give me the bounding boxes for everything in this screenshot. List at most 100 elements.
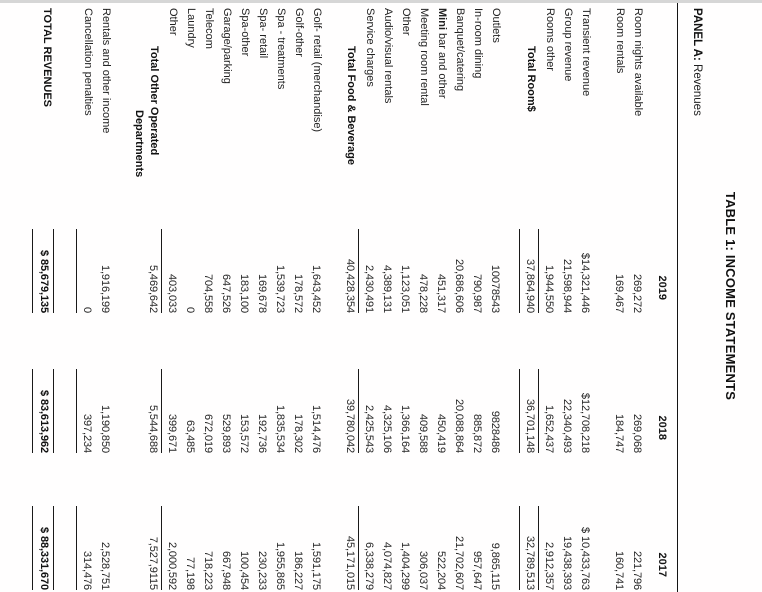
- row-label-line2: Departments: [133, 110, 145, 178]
- value-text: $14,321,446: [579, 252, 591, 313]
- value-cell-2017: 100,454: [234, 453, 252, 590]
- value-cell-2019: 5,469,642: [143, 185, 161, 313]
- value-text: 0: [76, 229, 95, 313]
- value-cell-2019: 790,987: [467, 185, 485, 313]
- table-row: Group revenue 21,598,944 22,340,493 19,438,…: [557, 0, 575, 592]
- value-text: 169,467: [613, 273, 625, 313]
- value-cell-2018: 397,234: [76, 313, 95, 453]
- row-label: Meeting room rental: [418, 8, 430, 106]
- table-row: Room rentals 169,467 184,747 160,741: [609, 0, 627, 592]
- value-text: 4,389,131: [381, 264, 393, 313]
- value-text: 306,037: [417, 550, 429, 590]
- value-cell-2018: $ 83,613,962: [32, 313, 54, 453]
- value-text: 522,204: [435, 550, 447, 590]
- value-cell-2017: 1,404,299: [395, 453, 413, 590]
- row-label: Banquet/catering: [454, 8, 466, 92]
- value-text: 397,234: [76, 369, 95, 453]
- scan-edge-artifact: [0, 0, 762, 3]
- value-cell-2018: 153,572: [234, 313, 252, 453]
- row-label: Room rentals: [614, 8, 626, 74]
- value-text: 704,558: [202, 273, 214, 313]
- table-row: Cancellation penalties 0 397,234 314,476: [76, 0, 95, 592]
- value-text: 4,325,106: [381, 404, 393, 453]
- row-label: Rooms other: [544, 8, 556, 71]
- table-row: In-room dining 790,987 885,872 957,647: [467, 0, 485, 592]
- value-cell-2018: 1,514,476: [306, 313, 324, 453]
- value-cell-2019: 704,558: [198, 185, 216, 313]
- row-label: Audio/visual rentals: [382, 8, 394, 104]
- value-text: 1,916,199: [99, 264, 111, 313]
- header-rule: [677, 0, 678, 592]
- value-text: 184,747: [613, 413, 625, 453]
- value-cell-2019: 21,598,944: [557, 185, 575, 313]
- value-cell-2019: 20,686,606: [449, 185, 467, 313]
- value-text: $12,708,218: [579, 392, 591, 453]
- row-label: Telecom: [203, 8, 215, 49]
- value-cell-2019: 451,317: [431, 185, 449, 313]
- value-cell-2018: 63,485: [180, 313, 198, 453]
- table-row: Golf-other 178,572 178,302 186,227: [288, 0, 306, 592]
- value-text: 1,835,534: [274, 404, 286, 453]
- value-text: 451,317: [435, 273, 447, 313]
- value-cell-2019: 169,678: [252, 185, 270, 313]
- value-text: 9828486: [489, 410, 501, 453]
- value-text: 169,678: [256, 273, 268, 313]
- value-text: 63,485: [184, 419, 196, 453]
- value-cell-2017: 1,955,865: [270, 453, 288, 590]
- value-cell-2018: 1,190,850: [95, 313, 113, 453]
- value-cell-2019: 269,272: [627, 185, 645, 313]
- value-text: 478,228: [417, 273, 429, 313]
- value-text: 7,527,9115: [147, 536, 159, 590]
- year-header-2017: 2017: [656, 552, 668, 577]
- value-cell-2017: 186,227: [288, 453, 306, 590]
- value-cell-2019: $14,321,446: [575, 185, 593, 313]
- value-text: 957,647: [471, 550, 483, 590]
- value-cell-2017: 77,198: [180, 453, 198, 590]
- value-cell-2018: 9828486: [485, 313, 503, 453]
- row-label: Other: [167, 8, 179, 36]
- value-cell-2019: 37,864,940: [519, 185, 538, 313]
- value-text: 100,454: [238, 550, 250, 590]
- value-cell-2017: 45,171,015: [340, 453, 358, 590]
- table-row: Other 1,123,051 1,366,164 1,404,299: [395, 0, 413, 592]
- value-text: $ 83,613,962: [32, 369, 54, 453]
- value-text: 10078543: [489, 264, 501, 313]
- value-text: 19,438,393: [561, 535, 573, 590]
- value-cell-2019: 0: [180, 185, 198, 313]
- value-cell-2019: 178,572: [288, 185, 306, 313]
- value-text: 0: [184, 306, 196, 313]
- value-text: 885,872: [471, 413, 483, 453]
- value-cell-2019: 1,539,723: [270, 185, 288, 313]
- value-text: 20,088,864: [453, 398, 465, 453]
- value-text: 1,955,865: [274, 541, 286, 590]
- value-text: 39,780,042: [344, 398, 356, 453]
- value-text: 5,544,688: [147, 404, 159, 453]
- value-text: 1,366,164: [399, 404, 411, 453]
- value-cell-2018: 269,068: [627, 313, 645, 453]
- panel-name: Revenues: [691, 64, 703, 116]
- value-text: 5,469,642: [147, 264, 159, 313]
- value-cell-2018: $12,708,218: [575, 313, 593, 453]
- row-label: Laundry: [185, 8, 197, 48]
- value-cell-2019: 4,389,131: [377, 185, 395, 313]
- value-cell-2017: 230,233: [252, 453, 270, 590]
- row-label: Group revenue: [562, 8, 574, 82]
- value-cell-2018: 22,340,493: [557, 313, 575, 453]
- value-cell-2017: 160,741: [609, 453, 627, 590]
- value-cell-2018: 36,701,148: [519, 313, 538, 453]
- value-cell-2017: 718,223: [198, 453, 216, 590]
- year-header-2019: 2019: [656, 275, 668, 300]
- value-text: 2,912,357: [538, 506, 557, 590]
- value-cell-2017: 306,037: [413, 453, 431, 590]
- table-row: Transient revenue $14,321,446 $12,708,218 $…: [575, 0, 593, 592]
- row-label: Service charges: [364, 8, 376, 87]
- value-cell-2018: 2,425,543: [358, 313, 377, 453]
- value-cell-2018: 184,747: [609, 313, 627, 453]
- value-cell-2019: 0: [76, 185, 95, 313]
- value-cell-2017: 19,438,393: [557, 453, 575, 590]
- table-row: Rentals and other income 1,916,199 1,190,8…: [95, 0, 113, 592]
- value-text: 20,686,606: [453, 258, 465, 313]
- value-text: 450,419: [435, 413, 447, 453]
- table-row: Golf- retail (merchandise) 1,643,452 1,514…: [306, 0, 324, 592]
- value-cell-2017: 32,789,513: [519, 453, 538, 590]
